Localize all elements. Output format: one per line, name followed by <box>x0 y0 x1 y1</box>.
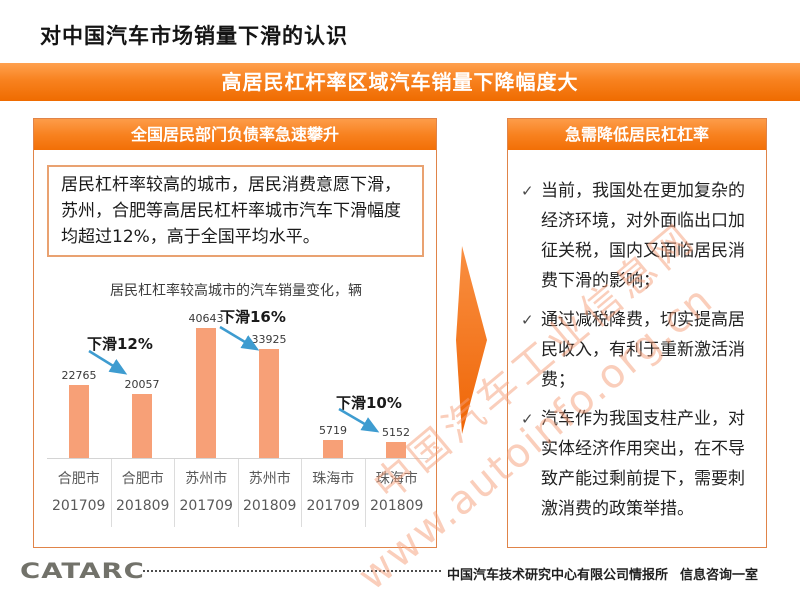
annotation-label-0: 下滑12% <box>87 335 153 353</box>
bar-value-4: 5719 <box>319 424 347 437</box>
category-col-2: 苏州市 201709 <box>174 459 238 527</box>
category-period: 201709 <box>306 498 360 514</box>
check-icon: ✓ <box>521 410 534 428</box>
sales-bar-chart: 居民杠杠率较高城市的汽车销量变化，辆 22765 20057 40643 339… <box>34 274 438 549</box>
bar-0 <box>69 385 89 458</box>
bar-value-2: 40643 <box>188 312 224 325</box>
page-title: 对中国汽车市场销量下滑的认识 <box>40 24 348 48</box>
bullet-item: ✓ 当前，我国处在更加复杂的经济环境，对外面临出口加征关税，国内又面临居民消费下… <box>521 176 752 296</box>
bullet-list: ✓ 当前，我国处在更加复杂的经济环境，对外面临出口加征关税，国内又面临居民消费下… <box>508 150 766 524</box>
left-panel-header: 全国居民部门负债率急速攀升 <box>34 119 436 150</box>
bar-value-0: 22765 <box>61 369 97 382</box>
section-banner: 高居民杠杆率区域汽车销量下降幅度大 <box>0 63 800 101</box>
bar-4 <box>323 440 343 458</box>
category-period: 201809 <box>243 498 297 514</box>
category-period: 201809 <box>116 498 170 514</box>
category-period: 201809 <box>370 498 424 514</box>
footer-dept: 信息咨询一室 <box>680 568 759 583</box>
bullet-item: ✓ 汽车作为我国支柱产业，对实体经济作用突出，在不导致产能过剩前提下，需要刺激消… <box>521 404 752 524</box>
left-panel: 全国居民部门负债率急速攀升 居民杠杆率较高的城市，居民消费意愿下滑，苏州，合肥等… <box>33 118 437 548</box>
bar-value-3: 33925 <box>251 333 287 346</box>
category-period: 201709 <box>52 498 106 514</box>
footer-org: 中国汽车技术研究中心有限公司情报所 <box>447 568 669 583</box>
chart-title: 居民杠杠率较高城市的汽车销量变化，辆 <box>110 283 362 299</box>
category-table: 合肥市 201709 合肥市 201809 苏州市 201709 苏州市 201… <box>47 458 428 527</box>
category-city: 苏州市 <box>185 471 228 487</box>
callout-box: 居民杠杆率较高的城市，居民消费意愿下滑，苏州，合肥等高居民杠杆率城市汽车下滑幅度… <box>47 165 424 257</box>
catarc-logo: CATARC <box>20 559 145 584</box>
flow-arrow-icon <box>456 246 487 434</box>
category-col-3: 苏州市 201809 <box>237 459 302 527</box>
category-col-0: 合肥市 201709 <box>47 459 111 527</box>
bullet-text: 通过减税降费，切实提高居民收入，有利于重新激活消费； <box>541 310 745 390</box>
bar-3 <box>259 349 279 458</box>
bar-value-1: 20057 <box>124 378 160 391</box>
bar-value-5: 5152 <box>382 426 410 439</box>
bar-2 <box>196 328 216 458</box>
bar-1 <box>132 394 152 458</box>
bullet-text: 当前，我国处在更加复杂的经济环境，对外面临出口加征关税，国内又面临居民消费下滑的… <box>541 181 745 291</box>
category-city: 合肥市 <box>121 471 164 487</box>
category-col-5: 珠海市 201809 <box>364 459 429 527</box>
right-panel: 急需降低居民杠杠率 ✓ 当前，我国处在更加复杂的经济环境，对外面临出口加征关税，… <box>507 118 767 548</box>
category-city: 珠海市 <box>312 471 355 487</box>
footer-text: 中国汽车技术研究中心有限公司情报所 信息咨询一室 <box>447 564 758 583</box>
category-col-4: 珠海市 201709 <box>301 459 365 527</box>
check-icon: ✓ <box>521 182 534 200</box>
check-icon: ✓ <box>521 311 534 329</box>
annotation-label-1: 下滑16% <box>220 308 286 326</box>
annotation-label-2: 下滑10% <box>336 394 402 412</box>
category-city: 珠海市 <box>375 471 418 487</box>
bullet-item: ✓ 通过减税降费，切实提高居民收入，有利于重新激活消费； <box>521 305 752 395</box>
category-city: 合肥市 <box>57 471 100 487</box>
bullet-text: 汽车作为我国支柱产业，对实体经济作用突出，在不导致产能过剩前提下，需要刺激消费的… <box>541 409 745 519</box>
category-col-1: 合肥市 201809 <box>110 459 175 527</box>
footer-divider <box>143 570 441 572</box>
right-panel-header: 急需降低居民杠杠率 <box>508 119 766 150</box>
bar-5 <box>386 442 406 458</box>
category-period: 201709 <box>179 498 233 514</box>
category-city: 苏州市 <box>248 471 291 487</box>
